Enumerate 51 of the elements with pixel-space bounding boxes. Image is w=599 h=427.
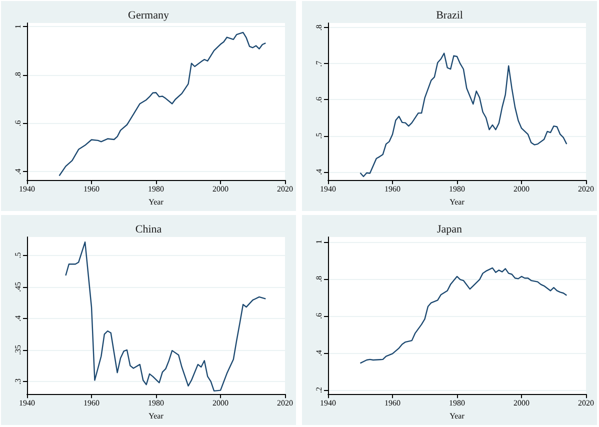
x-axis-title: Year	[450, 412, 465, 420]
x-tick-label: 1960	[384, 184, 400, 194]
x-tick-label: 1960	[84, 398, 100, 408]
y-tick-label: .4	[314, 168, 324, 175]
x-tick-label: 1980	[449, 398, 465, 408]
x-tick-label: 1960	[84, 184, 100, 194]
x-tick-label: 2020	[277, 184, 293, 194]
x-tick-label: 2020	[578, 398, 594, 408]
chart-title: Germany	[128, 10, 170, 22]
x-axis-title: Year	[148, 412, 164, 420]
chart-title: Japan	[436, 224, 463, 236]
chart-title: Brazil	[436, 10, 463, 22]
y-tick-label: .4	[314, 350, 324, 356]
line-series	[65, 241, 266, 392]
y-tick-label: 1	[14, 24, 22, 29]
x-tick-label: 1940	[19, 184, 35, 194]
x-tick-label: 1940	[320, 398, 336, 408]
x-tick-label: 1960	[384, 398, 400, 408]
x-tick-label: 2020	[277, 398, 293, 408]
y-tick-label: .35	[14, 344, 22, 355]
y-tick-label: .3	[14, 378, 22, 384]
y-tick-label: .4	[14, 168, 22, 175]
y-tick-label: .8	[314, 24, 324, 31]
line-series	[360, 267, 568, 364]
y-tick-label: 1	[314, 240, 324, 244]
x-tick-label: 2000	[514, 184, 530, 194]
y-tick-label: .4	[14, 315, 22, 322]
y-tick-label: .5	[314, 132, 324, 139]
y-tick-label: .8	[14, 72, 22, 78]
x-tick-label: 1980	[148, 184, 164, 194]
y-tick-label: .7	[314, 60, 324, 67]
y-tick-label: .45	[14, 282, 22, 292]
y-tick-label: .6	[314, 312, 324, 319]
x-tick-label: 2000	[212, 398, 228, 408]
y-tick-label: .8	[314, 276, 324, 282]
x-tick-label: 1980	[148, 398, 164, 408]
y-tick-label: .2	[314, 387, 324, 394]
y-tick-label: .5	[14, 252, 22, 258]
x-tick-label: 2020	[578, 184, 594, 194]
x-tick-label: 1980	[449, 184, 465, 194]
x-tick-label: 1940	[19, 398, 35, 408]
line-series	[360, 52, 568, 178]
x-axis-title: Year	[148, 198, 164, 206]
chart-title: China	[135, 224, 162, 236]
x-tick-label: 2000	[212, 184, 228, 194]
y-tick-label: .6	[14, 120, 22, 126]
x-tick-label: 2000	[514, 398, 530, 408]
y-tick-label: .6	[314, 96, 324, 103]
line-series	[58, 32, 266, 176]
x-tick-label: 1940	[320, 184, 336, 194]
x-axis-title: Year	[450, 198, 465, 206]
